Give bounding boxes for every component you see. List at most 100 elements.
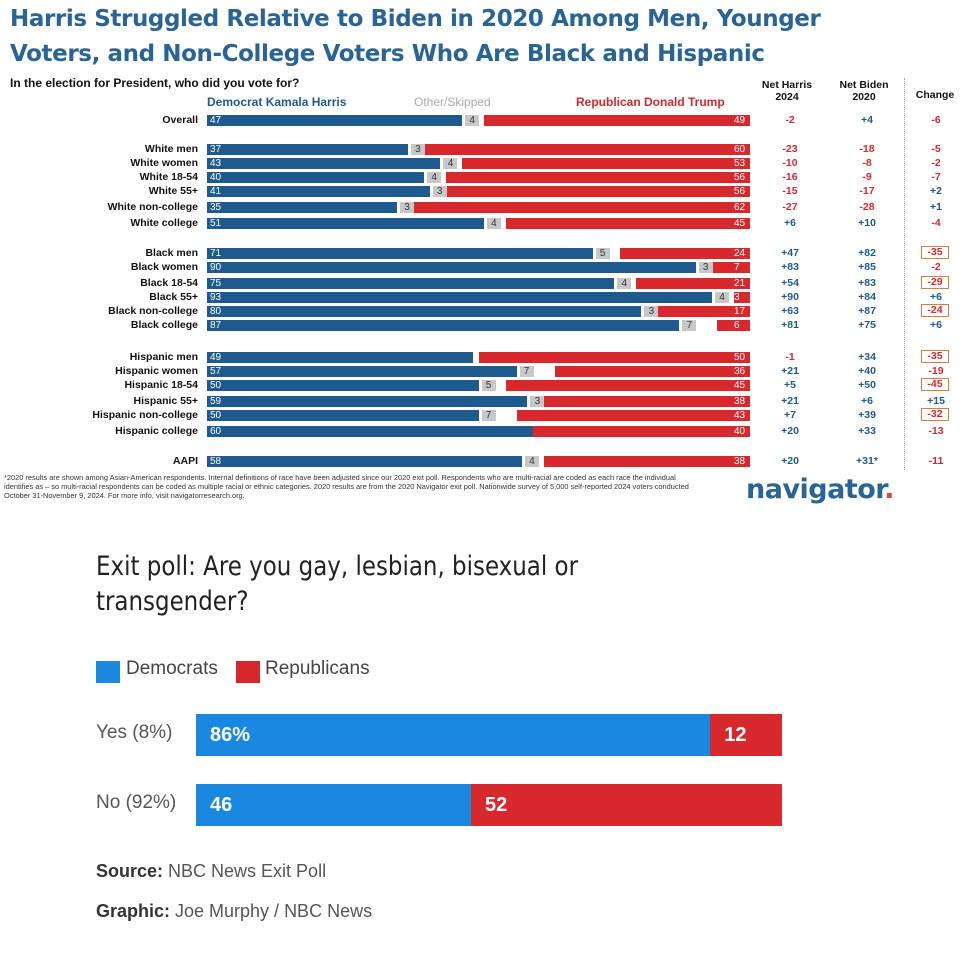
change-value: -11 xyxy=(928,455,944,467)
trump-bar xyxy=(445,186,750,197)
net-harris-value: +47 xyxy=(781,247,799,259)
harris-bar xyxy=(207,306,642,317)
net-harris-value: +7 xyxy=(784,409,796,421)
harris-bar-label: 87 xyxy=(210,320,222,331)
other-bar-label: 5 xyxy=(595,248,610,259)
graphic-credit: Graphic: Joe Murphy / NBC News xyxy=(96,901,373,921)
change-value: -2 xyxy=(931,157,941,169)
trump-bar-label: 40 xyxy=(734,426,746,437)
harris-bar-label: 41 xyxy=(210,186,222,197)
change-value: -19 xyxy=(928,365,944,377)
republicans-bar xyxy=(471,784,782,826)
net-harris-value: -23 xyxy=(782,143,798,155)
net-harris-value: +90 xyxy=(781,291,799,303)
harris-bar xyxy=(207,410,479,421)
harris-bar-label: 58 xyxy=(210,456,222,467)
legend-harris: Democrat Kamala Harris xyxy=(207,95,347,109)
harris-bar xyxy=(207,218,484,229)
net-biden-value: -17 xyxy=(859,185,875,197)
net-harris-value: -1 xyxy=(785,351,795,363)
row-label: White college xyxy=(130,217,198,229)
democrats-bar-label: 86% xyxy=(210,724,251,746)
category-label: No (92%) xyxy=(96,792,177,813)
category-label: Yes (8%) xyxy=(96,722,173,743)
harris-bar-label: 93 xyxy=(210,292,222,303)
harris-bar xyxy=(207,144,408,155)
trump-bar xyxy=(532,426,750,437)
harris-bar xyxy=(207,186,430,197)
row-label: Hispanic men xyxy=(129,351,198,363)
trump-bar-label: 6 xyxy=(734,320,740,331)
trump-bar-label: 45 xyxy=(734,218,746,229)
net-biden-value: +87 xyxy=(858,305,876,317)
trump-bar-label: 21 xyxy=(734,278,746,289)
row-label: White 18-54 xyxy=(139,171,198,183)
net-harris-value: -27 xyxy=(782,201,798,213)
net-biden-value: +75 xyxy=(858,319,876,331)
trump-bar-label: 60 xyxy=(734,144,746,155)
legend-other: Other/Skipped xyxy=(414,95,491,109)
net-biden-value: +31* xyxy=(856,455,878,467)
net-harris-value: +5 xyxy=(784,379,796,391)
harris-bar-label: 49 xyxy=(210,352,222,363)
survey-question: In the election for President, who did y… xyxy=(10,76,300,90)
net-biden-value: +82 xyxy=(858,247,876,259)
trump-bar xyxy=(657,306,750,317)
change-value: +6 xyxy=(930,319,942,331)
change-value: +6 xyxy=(930,291,942,303)
trump-bar-label: 24 xyxy=(734,248,746,259)
header-net-biden: Net Biden 2020 xyxy=(839,79,889,103)
change-value: -5 xyxy=(931,143,941,155)
other-bar-label: 4 xyxy=(617,278,632,289)
nbc-chart-title: Exit poll: Are you gay, lesbian, bisexua… xyxy=(96,551,579,617)
chart-title-line1: Harris Struggled Relative to Biden in 20… xyxy=(10,6,821,32)
trump-bar xyxy=(733,292,750,303)
harris-bar xyxy=(207,172,425,183)
other-bar-label: 4 xyxy=(524,456,539,467)
harris-bar-label: 50 xyxy=(210,380,222,391)
trump-bar-label: 53 xyxy=(734,158,746,169)
change-value: +15 xyxy=(927,395,945,407)
row-label: Overall xyxy=(162,114,198,126)
row-label: Black non-college xyxy=(108,305,198,317)
header-net-harris: Net Harris 2024 xyxy=(761,79,813,103)
trump-bar xyxy=(478,352,750,363)
net-harris-value: +54 xyxy=(781,277,799,289)
harris-bar xyxy=(207,352,474,363)
harris-bar-label: 57 xyxy=(210,366,222,377)
harris-bar xyxy=(207,380,479,391)
change-value: -6 xyxy=(931,114,941,126)
net-harris-value: -10 xyxy=(782,157,798,169)
row-label: Black men xyxy=(145,247,198,259)
net-harris-value: +21 xyxy=(781,365,799,377)
harris-bar xyxy=(207,262,696,273)
row-label: Black 18-54 xyxy=(140,277,198,289)
row-label: Hispanic women xyxy=(115,365,198,377)
change-value: -7 xyxy=(931,171,941,183)
other-bar-label: 3 xyxy=(698,262,713,273)
net-biden-value: +83 xyxy=(858,277,876,289)
legend-democrats: Democrats xyxy=(126,658,218,679)
other-bar-label: 3 xyxy=(400,202,415,213)
harris-bar xyxy=(207,396,528,407)
net-biden-value: -28 xyxy=(859,201,875,213)
trump-bar-label: 3 xyxy=(734,292,740,303)
trump-bar xyxy=(505,380,750,391)
democrats-bar xyxy=(196,714,711,756)
trump-bar-label: 38 xyxy=(734,396,746,407)
trump-bar-label: 17 xyxy=(734,306,746,317)
trump-bar-label: 56 xyxy=(734,172,746,183)
harris-bar xyxy=(207,320,680,331)
legend-swatch-democrats xyxy=(96,661,120,683)
legend-trump: Republican Donald Trump xyxy=(576,95,725,109)
harris-bar-label: 90 xyxy=(210,262,222,273)
trump-bar-label: 50 xyxy=(734,352,746,363)
trump-bar xyxy=(543,396,750,407)
trump-bar xyxy=(413,202,750,213)
net-biden-value: +6 xyxy=(861,395,873,407)
other-bar-label: 4 xyxy=(486,218,501,229)
net-harris-value: +20 xyxy=(781,455,799,467)
trump-bar xyxy=(505,218,750,229)
net-harris-value: -16 xyxy=(782,171,798,183)
change-value: -29 xyxy=(921,276,949,289)
